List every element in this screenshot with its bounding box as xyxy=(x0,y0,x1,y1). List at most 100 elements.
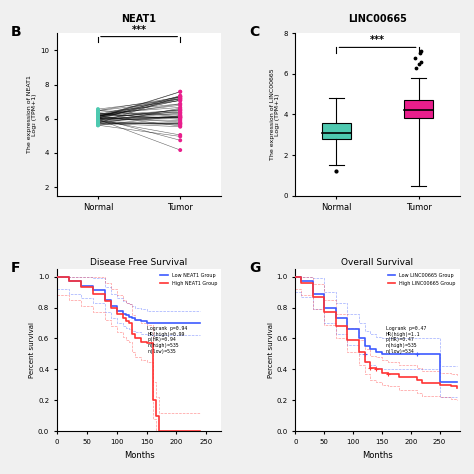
Point xyxy=(176,113,184,120)
Title: NEAT1: NEAT1 xyxy=(122,14,156,24)
Text: B: B xyxy=(11,25,21,39)
Bar xyxy=(404,100,433,118)
Point xyxy=(176,109,184,117)
Point xyxy=(176,93,184,101)
Point xyxy=(417,48,425,55)
Point xyxy=(94,117,102,125)
Point xyxy=(94,111,102,119)
Point xyxy=(94,107,102,114)
Y-axis label: The expression of LINC00665
Log₂ (TPM+1): The expression of LINC00665 Log₂ (TPM+1) xyxy=(270,69,281,160)
Point xyxy=(94,107,102,114)
Point xyxy=(94,121,102,129)
Point xyxy=(176,121,184,128)
Point xyxy=(94,118,102,126)
Point xyxy=(176,101,184,109)
Point xyxy=(176,95,184,103)
Point xyxy=(94,115,102,123)
Point xyxy=(176,107,184,115)
X-axis label: Months: Months xyxy=(124,450,155,459)
Title: Disease Free Survival: Disease Free Survival xyxy=(91,258,188,267)
Point xyxy=(176,114,184,121)
Point xyxy=(176,97,184,104)
Point xyxy=(176,88,184,96)
Y-axis label: Percent survival: Percent survival xyxy=(268,322,273,378)
Point xyxy=(94,114,102,122)
Point xyxy=(176,120,184,128)
Point xyxy=(94,119,102,127)
Point xyxy=(176,109,184,117)
Point xyxy=(176,94,184,102)
Point xyxy=(176,106,184,114)
Point xyxy=(176,116,184,123)
Point xyxy=(176,115,184,122)
Point xyxy=(176,118,184,126)
Text: ***: *** xyxy=(370,36,385,46)
Point xyxy=(176,137,184,144)
Point xyxy=(94,122,102,129)
Point xyxy=(94,116,102,124)
Text: ***: *** xyxy=(132,25,146,35)
Point xyxy=(176,95,184,102)
Point xyxy=(176,92,184,100)
Point xyxy=(176,113,184,120)
Point xyxy=(94,107,102,115)
Point xyxy=(94,120,102,128)
Point xyxy=(94,111,102,118)
Point xyxy=(94,110,102,118)
Point xyxy=(94,121,102,128)
Point xyxy=(94,116,102,123)
Text: G: G xyxy=(249,261,261,275)
Point xyxy=(94,114,102,122)
Point xyxy=(94,115,102,123)
Bar xyxy=(322,123,351,139)
Point xyxy=(176,100,184,108)
Legend: Low LINC00665 Group, High LINC00665 Group: Low LINC00665 Group, High LINC00665 Grou… xyxy=(386,271,457,288)
Point xyxy=(94,113,102,121)
Legend: Low NEAT1 Group, High NEAT1 Group: Low NEAT1 Group, High NEAT1 Group xyxy=(158,271,219,288)
Point xyxy=(176,120,184,128)
Point xyxy=(94,119,102,127)
Point xyxy=(176,96,184,104)
Point xyxy=(94,112,102,120)
Point xyxy=(176,106,184,113)
Y-axis label: The expression of NEAT1
Log₂ (TPM+1): The expression of NEAT1 Log₂ (TPM+1) xyxy=(27,75,37,154)
Point xyxy=(94,105,102,113)
Point xyxy=(94,112,102,120)
Point xyxy=(94,119,102,127)
Text: C: C xyxy=(249,25,260,39)
Point xyxy=(176,88,184,95)
Point xyxy=(416,50,424,57)
Point xyxy=(176,131,184,139)
Point xyxy=(94,115,102,122)
Point xyxy=(94,114,102,122)
Point xyxy=(94,118,102,126)
Point xyxy=(176,95,184,102)
Point xyxy=(176,104,184,111)
Point xyxy=(176,112,184,119)
Point xyxy=(94,111,102,118)
Text: Logrank p=0.47
HR(high)=1.1
p(HR)=0.47
n(high)=535
n(low)=534: Logrank p=0.47 HR(high)=1.1 p(HR)=0.47 n… xyxy=(386,326,426,354)
Point xyxy=(176,92,184,100)
Point xyxy=(94,112,102,120)
Point xyxy=(94,118,102,125)
Point xyxy=(176,119,184,127)
Point xyxy=(94,116,102,123)
Point xyxy=(176,113,184,121)
Point xyxy=(176,120,184,128)
Point xyxy=(94,115,102,123)
Point xyxy=(176,117,184,124)
Point xyxy=(94,113,102,120)
Point xyxy=(176,100,184,108)
X-axis label: Months: Months xyxy=(362,450,393,459)
Point xyxy=(94,119,102,127)
Point xyxy=(176,123,184,130)
Point xyxy=(412,64,420,72)
Point xyxy=(94,116,102,123)
Point xyxy=(94,112,102,120)
Point xyxy=(94,114,102,121)
Point xyxy=(176,146,184,154)
Point xyxy=(94,118,102,125)
Title: Overall Survival: Overall Survival xyxy=(341,258,414,267)
Y-axis label: Percent survival: Percent survival xyxy=(29,322,35,378)
Point xyxy=(176,114,184,121)
